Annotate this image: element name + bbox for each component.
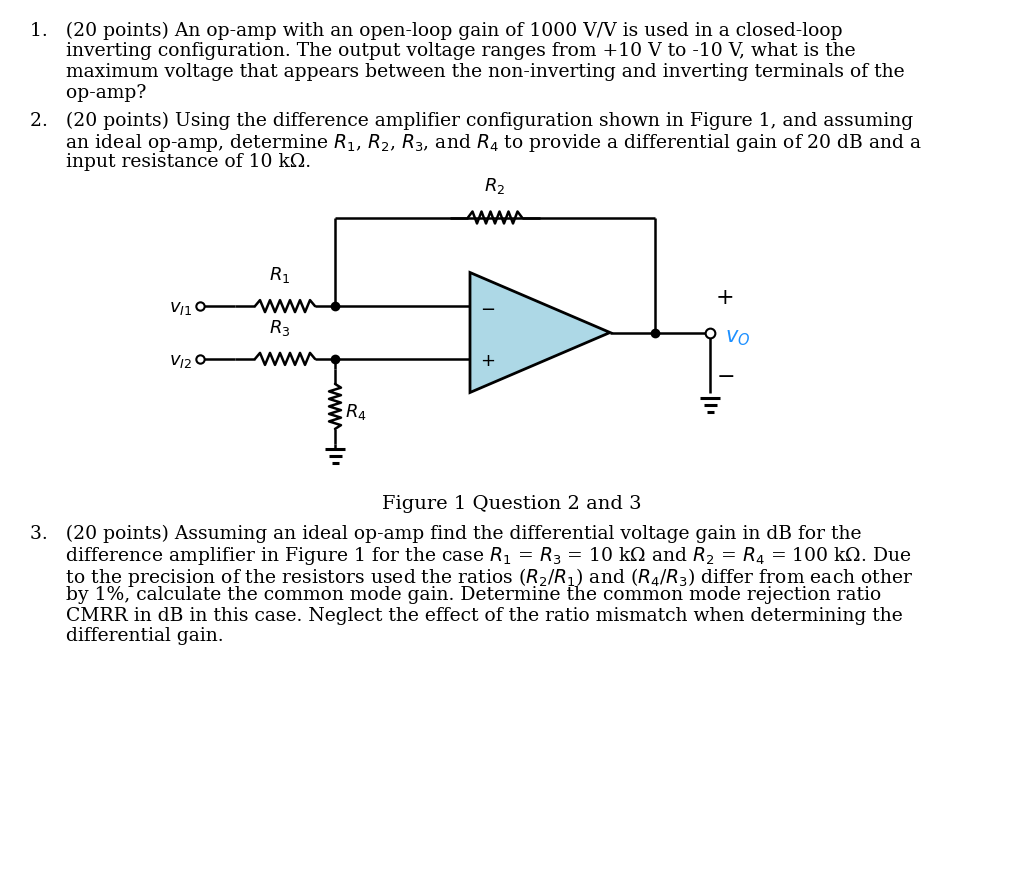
Text: $R_3$: $R_3$ <box>269 317 291 338</box>
Text: inverting configuration. The output voltage ranges from +10 V to -10 V, what is : inverting configuration. The output volt… <box>30 43 856 60</box>
Text: Figure 1 Question 2 and 3: Figure 1 Question 2 and 3 <box>382 494 642 512</box>
Text: 1.   (20 points) An op-amp with an open-loop gain of 1000 V/V is used in a close: 1. (20 points) An op-amp with an open-lo… <box>30 22 843 40</box>
Text: 2.   (20 points) Using the difference amplifier configuration shown in Figure 1,: 2. (20 points) Using the difference ampl… <box>30 112 913 130</box>
Text: maximum voltage that appears between the non-inverting and inverting terminals o: maximum voltage that appears between the… <box>30 63 904 81</box>
Text: $v_{I1}$: $v_{I1}$ <box>169 299 193 316</box>
Text: $R_2$: $R_2$ <box>484 176 506 197</box>
Text: input resistance of 10 kΩ.: input resistance of 10 kΩ. <box>30 152 311 171</box>
Text: an ideal op-amp, determine $R_1$, $R_2$, $R_3$, and $R_4$ to provide a different: an ideal op-amp, determine $R_1$, $R_2$,… <box>30 132 923 154</box>
Text: $-$: $-$ <box>480 299 496 316</box>
Text: $v_O$: $v_O$ <box>725 329 751 348</box>
Text: 3.   (20 points) Assuming an ideal op-amp find the differential voltage gain in : 3. (20 points) Assuming an ideal op-amp … <box>30 525 861 542</box>
Text: CMRR in dB in this case. Neglect the effect of the ratio mismatch when determini: CMRR in dB in this case. Neglect the eff… <box>30 606 903 625</box>
Text: $R_1$: $R_1$ <box>269 265 291 284</box>
Text: op-amp?: op-amp? <box>30 83 146 101</box>
Text: $-$: $-$ <box>716 364 734 386</box>
Text: +: + <box>716 287 734 309</box>
Text: differential gain.: differential gain. <box>30 626 223 645</box>
Text: $R_4$: $R_4$ <box>345 402 367 422</box>
Text: by 1%, calculate the common mode gain. Determine the common mode rejection ratio: by 1%, calculate the common mode gain. D… <box>30 586 882 603</box>
Text: $+$: $+$ <box>480 352 496 369</box>
Text: to the precision of the resistors used the ratios ($R_2$/$R_1$) and ($R_4$/$R_3$: to the precision of the resistors used t… <box>30 565 913 588</box>
Text: $v_{I2}$: $v_{I2}$ <box>169 352 193 369</box>
Text: difference amplifier in Figure 1 for the case $R_1$ = $R_3$ = 10 kΩ and $R_2$ = : difference amplifier in Figure 1 for the… <box>30 545 911 567</box>
Polygon shape <box>470 273 610 393</box>
